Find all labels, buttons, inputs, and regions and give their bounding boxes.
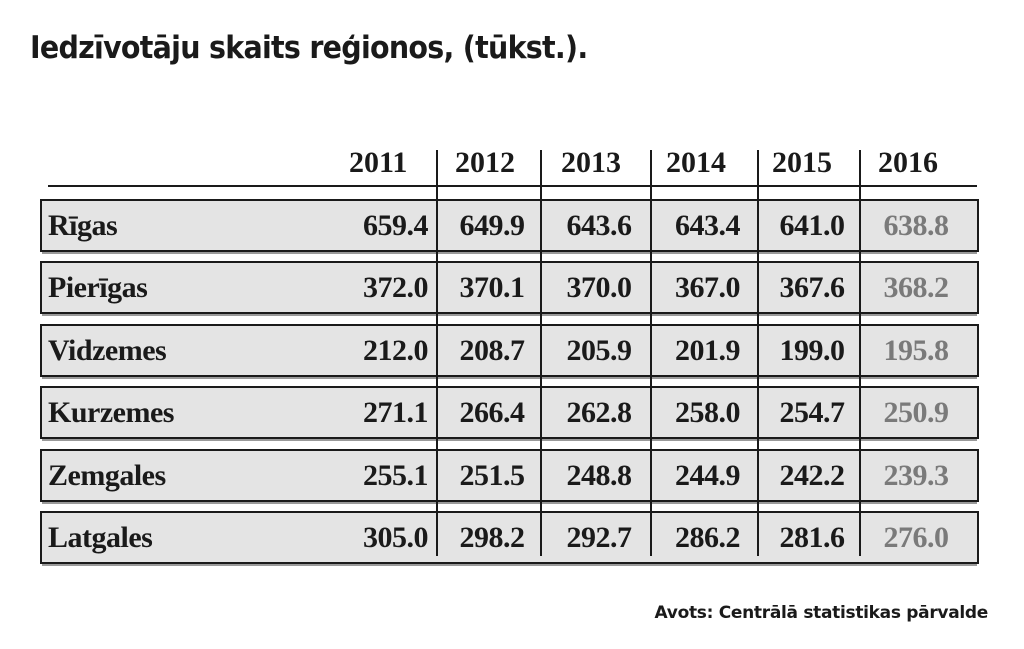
header-2016: 2016 <box>878 146 938 179</box>
header-2014: 2014 <box>666 146 726 179</box>
value-2016: 250.9 <box>883 396 950 429</box>
region-label: Zemgales <box>48 459 166 492</box>
value-2011: 305.0 <box>363 521 429 554</box>
value-2014: 643.4 <box>675 209 741 242</box>
header-2013: 2013 <box>561 146 621 179</box>
table-row-zemgales: Zemgales 255.1 251.5 248.8 244.9 242.2 2… <box>40 449 979 504</box>
value-2011: 659.4 <box>363 209 429 242</box>
value-2013: 248.8 <box>566 459 633 492</box>
column-separator <box>540 150 542 556</box>
value-2013: 205.9 <box>566 334 633 367</box>
value-2014: 244.9 <box>675 459 741 492</box>
value-2015: 641.0 <box>779 209 846 242</box>
value-2011: 372.0 <box>363 271 429 304</box>
value-2013: 292.7 <box>566 521 633 554</box>
region-label: Latgales <box>48 521 153 554</box>
value-2012: 649.9 <box>459 209 526 242</box>
value-2015: 367.6 <box>779 271 846 304</box>
chart-title: Iedzīvotāju skaits reģionos, (tūkst.). <box>30 30 588 66</box>
value-2015: 254.7 <box>779 396 846 429</box>
value-2016: 276.0 <box>883 521 950 554</box>
value-2016: 239.3 <box>883 459 950 492</box>
column-separator <box>436 150 438 556</box>
value-2015: 242.2 <box>779 459 846 492</box>
value-2016: 368.2 <box>883 271 950 304</box>
table-row-rigas: Rīgas 659.4 649.9 643.6 643.4 641.0 638.… <box>40 199 979 254</box>
table-row-pierigas: Pierīgas 372.0 370.1 370.0 367.0 367.6 3… <box>40 261 979 316</box>
column-separator <box>757 150 759 556</box>
value-2012: 208.7 <box>459 334 526 367</box>
value-2015: 281.6 <box>779 521 846 554</box>
value-2014: 201.9 <box>675 334 741 367</box>
header-divider <box>48 185 977 187</box>
column-separator <box>650 150 652 556</box>
value-2016: 638.8 <box>883 209 950 242</box>
value-2016: 195.8 <box>883 334 950 367</box>
value-2012: 298.2 <box>459 521 526 554</box>
header-2012: 2012 <box>455 146 515 179</box>
value-2011: 271.1 <box>363 396 429 429</box>
value-2011: 212.0 <box>363 334 429 367</box>
region-label: Rīgas <box>48 209 118 242</box>
table-row-latgales: Latgales 305.0 298.2 292.7 286.2 281.6 2… <box>40 511 979 566</box>
value-2012: 251.5 <box>459 459 526 492</box>
value-2014: 258.0 <box>675 396 741 429</box>
value-2012: 370.1 <box>459 271 526 304</box>
table-row-vidzemes: Vidzemes 212.0 208.7 205.9 201.9 199.0 1… <box>40 324 979 379</box>
value-2014: 367.0 <box>675 271 741 304</box>
value-2012: 266.4 <box>459 396 526 429</box>
value-2013: 643.6 <box>566 209 633 242</box>
header-2015: 2015 <box>772 146 832 179</box>
region-label: Vidzemes <box>48 334 167 367</box>
table-row-kurzemes: Kurzemes 271.1 266.4 262.8 258.0 254.7 2… <box>40 386 979 441</box>
value-2014: 286.2 <box>675 521 741 554</box>
region-label: Pierīgas <box>48 271 148 304</box>
value-2013: 370.0 <box>566 271 633 304</box>
value-2015: 199.0 <box>779 334 846 367</box>
source-note: Avots: Centrālā statistikas pārvalde <box>654 603 989 623</box>
header-2011: 2011 <box>349 146 408 179</box>
value-2013: 262.8 <box>566 396 633 429</box>
column-separator <box>859 150 861 556</box>
region-label: Kurzemes <box>48 396 174 429</box>
value-2011: 255.1 <box>363 459 429 492</box>
